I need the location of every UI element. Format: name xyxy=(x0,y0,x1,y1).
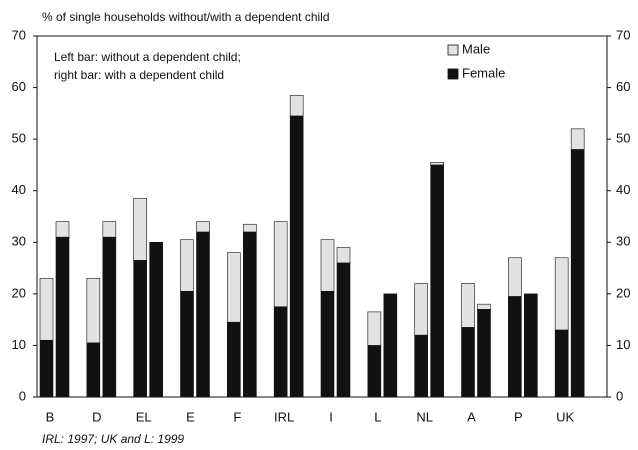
y2-tick-label: 0 xyxy=(616,388,623,403)
bar-segment xyxy=(508,296,522,398)
y2-tick-label: 60 xyxy=(616,79,630,94)
x-tick-label: B xyxy=(46,409,55,424)
bar-segment xyxy=(289,95,304,117)
bar-segment xyxy=(180,239,194,292)
bar-segment xyxy=(133,260,147,398)
y-tick-label: 70 xyxy=(12,27,26,42)
bar-segment xyxy=(102,221,117,238)
bar-segment xyxy=(133,198,147,261)
annotation: right bar: with a dependent child xyxy=(54,68,224,82)
bar-segment xyxy=(430,164,444,398)
chart-subtitle: % of single households without/with a de… xyxy=(42,10,330,24)
bar-segment xyxy=(461,283,475,328)
bar-segment xyxy=(461,327,475,398)
bar-segment xyxy=(320,239,335,292)
x-tick-label: A xyxy=(467,409,476,424)
bar-segment xyxy=(55,236,70,398)
bar-segment xyxy=(55,221,70,238)
y2-tick-label: 50 xyxy=(616,131,630,146)
legend-swatch xyxy=(447,44,459,56)
y2-tick-label: 30 xyxy=(616,234,630,249)
bar-segment xyxy=(227,252,241,323)
bar-segment xyxy=(86,278,101,344)
bar-segment xyxy=(196,221,210,233)
y-tick-label: 30 xyxy=(12,234,26,249)
bar-segment xyxy=(320,290,335,398)
y2-tick-label: 40 xyxy=(616,182,630,197)
y-tick-label: 40 xyxy=(12,182,26,197)
bar-segment xyxy=(570,128,585,150)
x-tick-label: EL xyxy=(136,409,152,424)
y2-tick-label: 20 xyxy=(616,285,630,300)
x-tick-label: L xyxy=(374,409,381,424)
bar-segment xyxy=(180,290,194,398)
bar-segment xyxy=(39,278,54,341)
bar-segment xyxy=(430,162,444,166)
bar-segment xyxy=(243,223,257,233)
y-tick-label: 0 xyxy=(19,388,26,403)
bar-segment xyxy=(273,306,288,398)
bar-segment xyxy=(336,262,351,398)
bar-segment xyxy=(414,283,428,336)
bar-segment xyxy=(273,221,288,308)
bar-segment xyxy=(196,231,210,398)
bar-segment xyxy=(367,311,382,346)
footnote: IRL: 1997; UK and L: 1999 xyxy=(42,432,184,446)
annotation: Left bar: without a dependent child; xyxy=(54,50,241,64)
bar-segment xyxy=(86,342,101,398)
bar-segment xyxy=(102,236,117,398)
y2-tick-label: 10 xyxy=(616,337,630,352)
bar-segment xyxy=(570,149,585,398)
y-tick-label: 50 xyxy=(12,131,26,146)
bar-segment xyxy=(554,257,569,331)
x-tick-label: UK xyxy=(556,409,574,424)
bar-segment xyxy=(477,303,491,310)
x-tick-label: IRL xyxy=(274,409,294,424)
bar-segment xyxy=(336,247,351,264)
x-tick-label: P xyxy=(514,409,523,424)
legend-label: Female xyxy=(462,65,505,80)
legend-swatch xyxy=(447,68,459,80)
y-tick-label: 20 xyxy=(12,285,26,300)
y-tick-label: 60 xyxy=(12,79,26,94)
bar-segment xyxy=(149,241,163,398)
x-tick-label: F xyxy=(233,409,241,424)
bar-segment xyxy=(414,334,428,398)
bar-segment xyxy=(524,293,538,398)
bar-segment xyxy=(508,257,522,297)
bar-segment xyxy=(554,329,569,398)
legend-label: Male xyxy=(462,41,490,56)
bar-segment xyxy=(227,321,241,398)
x-tick-label: NL xyxy=(416,409,433,424)
y2-tick-label: 70 xyxy=(616,27,630,42)
bar-segment xyxy=(477,309,491,398)
bar-segment xyxy=(289,115,304,398)
y-tick-label: 10 xyxy=(12,337,26,352)
x-tick-label: E xyxy=(186,409,195,424)
x-tick-label: I xyxy=(329,409,333,424)
bar-segment xyxy=(383,293,398,398)
bar-segment xyxy=(39,339,54,398)
bar-segment xyxy=(367,345,382,398)
x-tick-label: D xyxy=(92,409,101,424)
bar-segment xyxy=(243,231,257,398)
